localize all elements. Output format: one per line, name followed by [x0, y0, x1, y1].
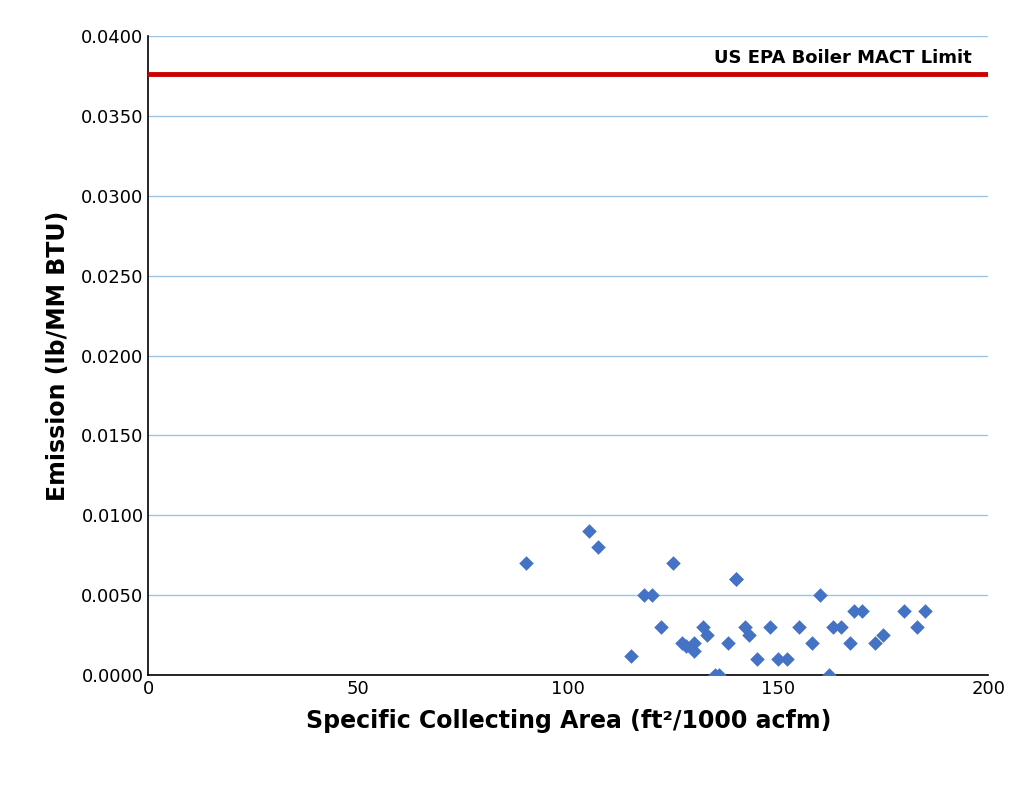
Point [791, 621, 807, 634]
Point [824, 621, 841, 634]
Point [707, 669, 723, 682]
Point [762, 621, 778, 634]
Point [666, 557, 682, 570]
Point [770, 653, 786, 666]
Point [698, 629, 715, 642]
Point [812, 589, 828, 602]
Point [842, 637, 858, 650]
Point [896, 605, 912, 618]
Point [581, 525, 597, 538]
X-axis label: Specific Collecting Area (ft²/1000 acfm): Specific Collecting Area (ft²/1000 acfm) [305, 710, 831, 733]
Point [854, 605, 870, 618]
Point [804, 637, 820, 650]
Point [866, 637, 883, 650]
Point [590, 541, 606, 554]
Point [908, 621, 925, 634]
Point [728, 573, 744, 586]
Point [874, 629, 891, 642]
Point [720, 637, 736, 650]
Point [918, 605, 934, 618]
Y-axis label: Emission (lb/MM BTU): Emission (lb/MM BTU) [46, 210, 70, 501]
Point [652, 621, 669, 634]
Point [636, 589, 652, 602]
Point [728, 573, 744, 586]
Text: US EPA Boiler MACT Limit: US EPA Boiler MACT Limit [714, 49, 972, 67]
Point [846, 605, 862, 618]
Point [820, 669, 837, 682]
Point [623, 650, 639, 662]
Point [678, 640, 694, 653]
Point [644, 589, 660, 602]
Point [778, 653, 795, 666]
Point [686, 645, 702, 658]
Point [686, 637, 702, 650]
Point [518, 557, 535, 570]
Point [749, 653, 765, 666]
Point [694, 621, 711, 634]
Point [736, 621, 753, 634]
Point [833, 621, 849, 634]
Point [740, 629, 757, 642]
Point [674, 637, 690, 650]
Point [712, 669, 728, 682]
